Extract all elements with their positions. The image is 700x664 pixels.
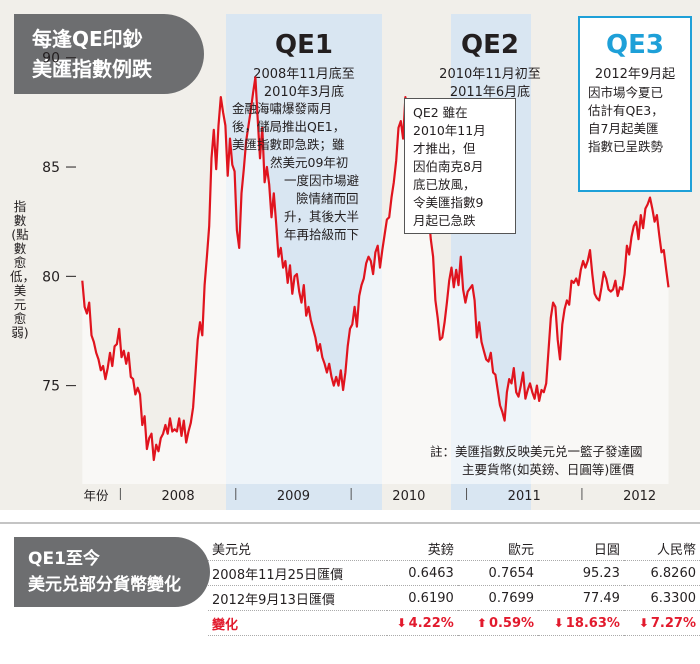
- note-line: 年再拾級而下: [284, 227, 360, 242]
- header-cell: 人民幣: [623, 536, 700, 561]
- y-tick-label: 90: [42, 51, 60, 67]
- footnote-line: 註：美匯指數反映美元兑一籃子發達國: [430, 444, 643, 459]
- qe2-dates: 2010年11月初至 2011年6月底: [412, 66, 568, 102]
- qe2-date-line: 2011年6月底: [449, 85, 531, 100]
- x-tick-label: 2009: [277, 489, 310, 504]
- x-tick-label: 2010: [392, 489, 425, 504]
- qe2-label: QE2: [461, 30, 519, 60]
- note-line: 2010年11月: [413, 123, 486, 138]
- note-line: 底已放風，: [413, 177, 476, 192]
- title-line2: 美匯指數例跌: [32, 57, 152, 81]
- x-tick-label: 2012: [623, 489, 656, 504]
- header-cell: 英鎊: [386, 536, 458, 561]
- x-tick-label: 2011: [508, 489, 541, 504]
- header-cell: 日圓: [538, 536, 624, 561]
- change-cell: ⬇ 4.22%: [386, 610, 458, 636]
- note-line: 美匯指數即急跌；雖: [232, 137, 345, 152]
- fx-table-title: QE1至今 美元兑部分貨幣變化: [14, 537, 210, 607]
- note-line: 因市場今夏已: [588, 85, 664, 100]
- qe1-note: 金融海嘯爆發兩月 後，儲局推出QE1， 美匯指數即急跌；雖 然美元09年初 一度…: [232, 100, 374, 244]
- header-cell: 歐元: [457, 536, 539, 561]
- note-line: 因伯南克8月: [413, 159, 484, 174]
- fx-title-line2: 美元兑部分貨幣變化: [28, 575, 181, 595]
- table-cell: 0.6190: [386, 585, 458, 611]
- y-axis-label: 指數(點數愈低，美元愈弱): [10, 199, 36, 340]
- change-label: 變化: [208, 610, 387, 636]
- change-arrow-icon: ⬇: [553, 615, 564, 630]
- change-row: 變化 ⬇ 4.22% ⬆ 0.59% ⬇ 18.63% ⬇ 7.27%: [208, 610, 700, 636]
- note-line: 指數已呈跌勢: [588, 139, 664, 154]
- y-tick-label: 80: [42, 269, 60, 285]
- change-value: 18.63%: [565, 615, 620, 631]
- qe3-dates: 2012年9月起: [580, 66, 690, 84]
- table-cell: 6.3300: [623, 585, 700, 611]
- qe1-label: QE1: [275, 30, 333, 60]
- note-line: 險情緒而回: [296, 191, 359, 206]
- note-line: 自7月起美匯: [588, 121, 659, 136]
- x-tick-label: 2008: [162, 489, 195, 504]
- note-line: 一度因市場避: [284, 173, 360, 188]
- table-cell: 0.7654: [457, 560, 539, 586]
- table-cell: 0.6463: [386, 560, 458, 586]
- fx-title-line1: QE1至今: [28, 549, 100, 569]
- qe3-label: QE3: [606, 30, 664, 60]
- note-line: QE2 雖在: [413, 105, 468, 120]
- qe3-date-line: 2012年9月起: [594, 67, 676, 82]
- table-header-row: 美元兑 英鎊 歐元 日圓 人民幣: [208, 536, 700, 561]
- change-value: 0.59%: [488, 615, 535, 631]
- table-cell: 95.23: [538, 560, 624, 586]
- note-line: 升，其後大半: [284, 209, 360, 224]
- table-row: 2008年11月25日匯價 0.6463 0.7654 95.23 6.8260: [208, 560, 700, 586]
- note-line: 然美元09年初: [270, 155, 349, 170]
- change-arrow-icon: ⬆: [476, 615, 487, 630]
- qe3-box: [578, 16, 692, 192]
- footnote-line: 主要貨幣(如英鎊、日圓等)匯價: [462, 462, 635, 477]
- change-cell: ⬇ 7.27%: [623, 610, 700, 636]
- note-line: 估計有QE3，: [588, 103, 664, 118]
- header-cell: 美元兑: [208, 536, 387, 561]
- change-arrow-icon: ⬇: [638, 615, 649, 630]
- qe1-dates: 2008年11月底至 2010年3月底: [226, 66, 382, 102]
- y-tick-label: 85: [42, 160, 60, 176]
- note-line: 才推出，但: [413, 141, 476, 156]
- change-value: 7.27%: [650, 615, 696, 631]
- qe1-date-line: 2008年11月底至: [253, 67, 355, 82]
- dollar-index-chart: 75 80 85 90 年份 2008 2009 2010 2011 2012: [42, 51, 670, 504]
- change-cell: ⬆ 0.59%: [457, 610, 539, 636]
- y-tick-label: 75: [42, 379, 60, 395]
- note-line: 金融海嘯爆發兩月: [232, 101, 333, 116]
- table-cell: 2008年11月25日匯價: [208, 560, 387, 586]
- x-axis-label: 年份: [83, 488, 109, 503]
- section-divider: [0, 522, 700, 524]
- table-cell: 0.7699: [457, 585, 539, 611]
- chart-title: 每逢QE印鈔 美匯指數例跌: [14, 14, 204, 94]
- table-cell: 6.8260: [623, 560, 700, 586]
- qe2-date-line: 2010年11月初至: [439, 67, 541, 82]
- change-value: 4.22%: [408, 615, 454, 631]
- note-line: 月起已急跌: [413, 213, 476, 228]
- table-cell: 2012年9月13日匯價: [208, 585, 387, 611]
- title-line1: 每逢QE印鈔: [32, 27, 143, 51]
- change-cell: ⬇ 18.63%: [538, 610, 624, 636]
- table-cell: 77.49: [538, 585, 624, 611]
- table-row: 2012年9月13日匯價 0.6190 0.7699 77.49 6.3300: [208, 585, 700, 611]
- footnote: 註：美匯指數反映美元兑一籃子發達國 主要貨幣(如英鎊、日圓等)匯價: [430, 443, 643, 479]
- series-line: [81, 76, 670, 462]
- qe3-note: 因市場今夏已 估計有QE3， 自7月起美匯 指數已呈跌勢: [588, 84, 686, 156]
- note-line: 後，儲局推出QE1，: [232, 119, 346, 134]
- change-arrow-icon: ⬇: [396, 615, 407, 630]
- qe1-date-line: 2010年3月底: [263, 85, 345, 100]
- note-line: 令美匯指數9: [413, 195, 484, 210]
- fx-table: 美元兑 英鎊 歐元 日圓 人民幣 2008年11月25日匯價 0.6463 0.…: [208, 536, 700, 636]
- qe2-note: QE2 雖在 2010年11月 才推出，但 因伯南克8月 底已放風， 令美匯指數…: [404, 98, 516, 234]
